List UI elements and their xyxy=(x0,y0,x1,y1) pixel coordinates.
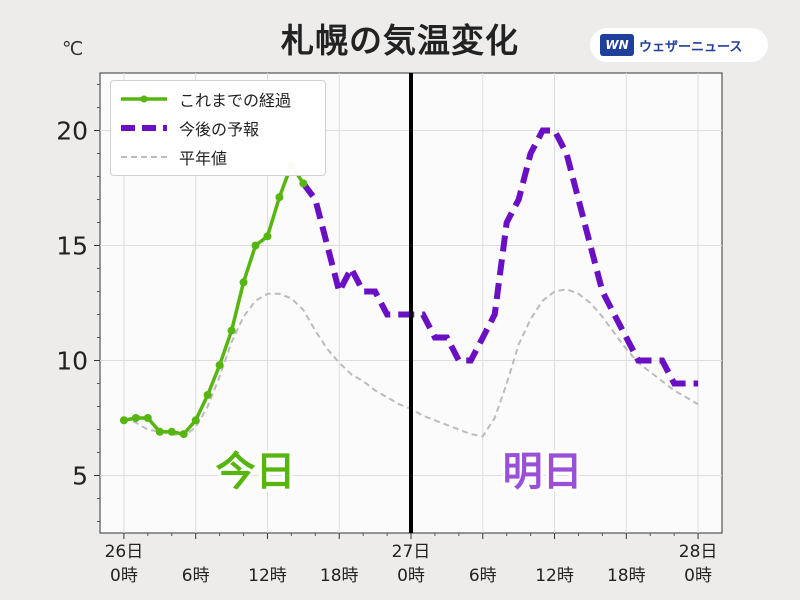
observed-point xyxy=(155,427,164,436)
legend: これまでの経過 今後の予報 平年値 xyxy=(110,80,326,176)
logo-text: ウェザーニュース xyxy=(639,39,743,55)
legend-label-forecast: 今後の予報 xyxy=(179,120,260,139)
x-tick-hour-label: 0時 xyxy=(110,566,138,586)
observed-point xyxy=(215,361,224,370)
observed-point xyxy=(251,241,260,250)
y-tick-label: 15 xyxy=(56,232,88,261)
legend-item-forecast: 今後の予報 xyxy=(119,116,259,140)
x-tick-hour-label: 0時 xyxy=(684,566,712,586)
chart-title: 札幌の気温変化 xyxy=(281,21,519,60)
weathernews-logo: WN ウェザーニュース xyxy=(590,28,768,62)
x-tick-hour-label: 12時 xyxy=(535,566,574,586)
axes: 5 10 15 20 26日 0時 6時 12時 18時 27日 0時 6時 12時 18時 28日 0時 xyxy=(56,84,718,586)
legend-swatch-observed xyxy=(121,95,167,103)
legend-label-observed: これまでの経過 xyxy=(179,91,292,110)
legend-swatch-forecast xyxy=(121,125,167,131)
legend-swatch-normal xyxy=(121,156,167,158)
observed-point xyxy=(275,193,284,202)
x-tick-hour-label: 6時 xyxy=(182,566,210,586)
x-tick-hour-label: 18時 xyxy=(320,566,359,586)
observed-point xyxy=(299,179,308,188)
x-tick-day-label: 27日 xyxy=(392,542,431,562)
x-tick-hour-label: 18時 xyxy=(607,566,646,586)
observed-point xyxy=(239,278,248,287)
observed-line xyxy=(123,163,305,436)
observed-point xyxy=(119,416,128,425)
y-tick-label: 20 xyxy=(56,117,88,146)
x-tick-day-label: 26日 xyxy=(105,542,144,562)
x-tick-hour-label: 0時 xyxy=(397,566,425,586)
observed-point xyxy=(131,414,140,422)
y-tick-label: 5 xyxy=(72,462,88,491)
observed-point xyxy=(179,430,188,439)
day-annotation: 今日 xyxy=(216,449,296,495)
y-tick-label: 10 xyxy=(56,347,88,376)
forecast-series xyxy=(300,127,699,387)
forecast-line xyxy=(300,127,699,387)
logo-mark: WN xyxy=(600,34,634,56)
observed-point xyxy=(203,391,212,399)
observed-point xyxy=(191,416,200,425)
x-tick-hour-label: 12時 xyxy=(248,566,287,586)
legend-item-normal: 平年値 xyxy=(119,145,227,169)
legend-label-normal: 平年値 xyxy=(179,149,228,168)
observed-point xyxy=(263,232,272,241)
day-annotations: 今日 明日 xyxy=(213,446,586,498)
observed-point xyxy=(227,326,236,335)
unit-label: ℃ xyxy=(62,38,84,60)
x-tick-hour-label: 6時 xyxy=(469,566,497,586)
legend-item-observed: これまでの経過 xyxy=(119,87,291,111)
observed-point xyxy=(143,414,152,422)
day-annotation: 明日 xyxy=(503,449,583,495)
observed-point xyxy=(167,427,176,436)
x-tick-day-label: 28日 xyxy=(679,542,718,562)
